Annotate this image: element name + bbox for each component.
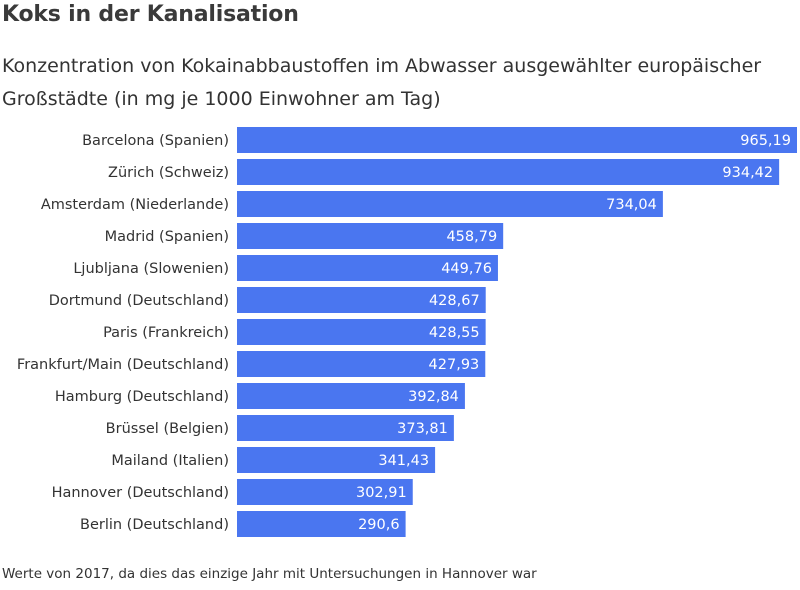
category-label-9: Brüssel (Belgien) [106,421,229,437]
value-label-2: 734,04 [606,197,657,213]
chart-subtitle: Konzentration von Kokainabbaustoffen im … [2,55,762,110]
chart-footnote: Werte von 2017, da dies das einzige Jahr… [2,566,537,582]
bar-8 [237,383,465,409]
bar-12 [237,511,406,537]
bar-7 [237,351,486,377]
chart-title: Koks in der Kanalisation [2,2,299,27]
bar-4 [237,255,498,281]
bar-5 [237,287,486,313]
bar-3 [237,223,504,249]
category-label-4: Ljubljana (Slowenien) [73,261,229,277]
value-label-12: 290,6 [358,517,400,533]
value-label-10: 341,43 [378,453,429,469]
category-label-12: Berlin (Deutschland) [80,517,229,533]
value-label-4: 449,76 [441,261,492,277]
category-label-10: Mailand (Italien) [111,453,229,469]
category-label-5: Dortmund (Deutschland) [49,293,229,309]
value-label-0: 965,19 [740,133,791,149]
bar-1 [237,159,780,185]
bar-6 [237,319,486,345]
value-label-3: 458,79 [446,229,497,245]
value-label-9: 373,81 [397,421,448,437]
value-label-6: 428,55 [429,325,480,341]
value-label-5: 428,67 [429,293,480,309]
bar-chart: Barcelona (Spanien) 965,19 Zürich (Schweiz… [17,127,797,537]
value-label-1: 934,42 [722,165,773,181]
value-label-8: 392,84 [408,389,459,405]
category-label-11: Hannover (Deutschland) [52,485,229,501]
bar-0 [237,127,797,153]
category-label-0: Barcelona (Spanien) [82,133,229,149]
category-label-7: Frankfurt/Main (Deutschland) [17,357,229,373]
value-label-7: 427,93 [429,357,480,373]
bar-2 [237,191,663,217]
category-label-3: Madrid (Spanien) [105,229,229,245]
category-label-6: Paris (Frankreich) [103,325,229,341]
category-label-1: Zürich (Schweiz) [108,165,229,181]
category-label-2: Amsterdam (Niederlande) [41,197,229,213]
bar-11 [237,479,413,505]
category-label-8: Hamburg (Deutschland) [55,389,229,405]
bar-9 [237,415,454,441]
value-label-11: 302,91 [356,485,407,501]
bar-10 [237,447,436,473]
